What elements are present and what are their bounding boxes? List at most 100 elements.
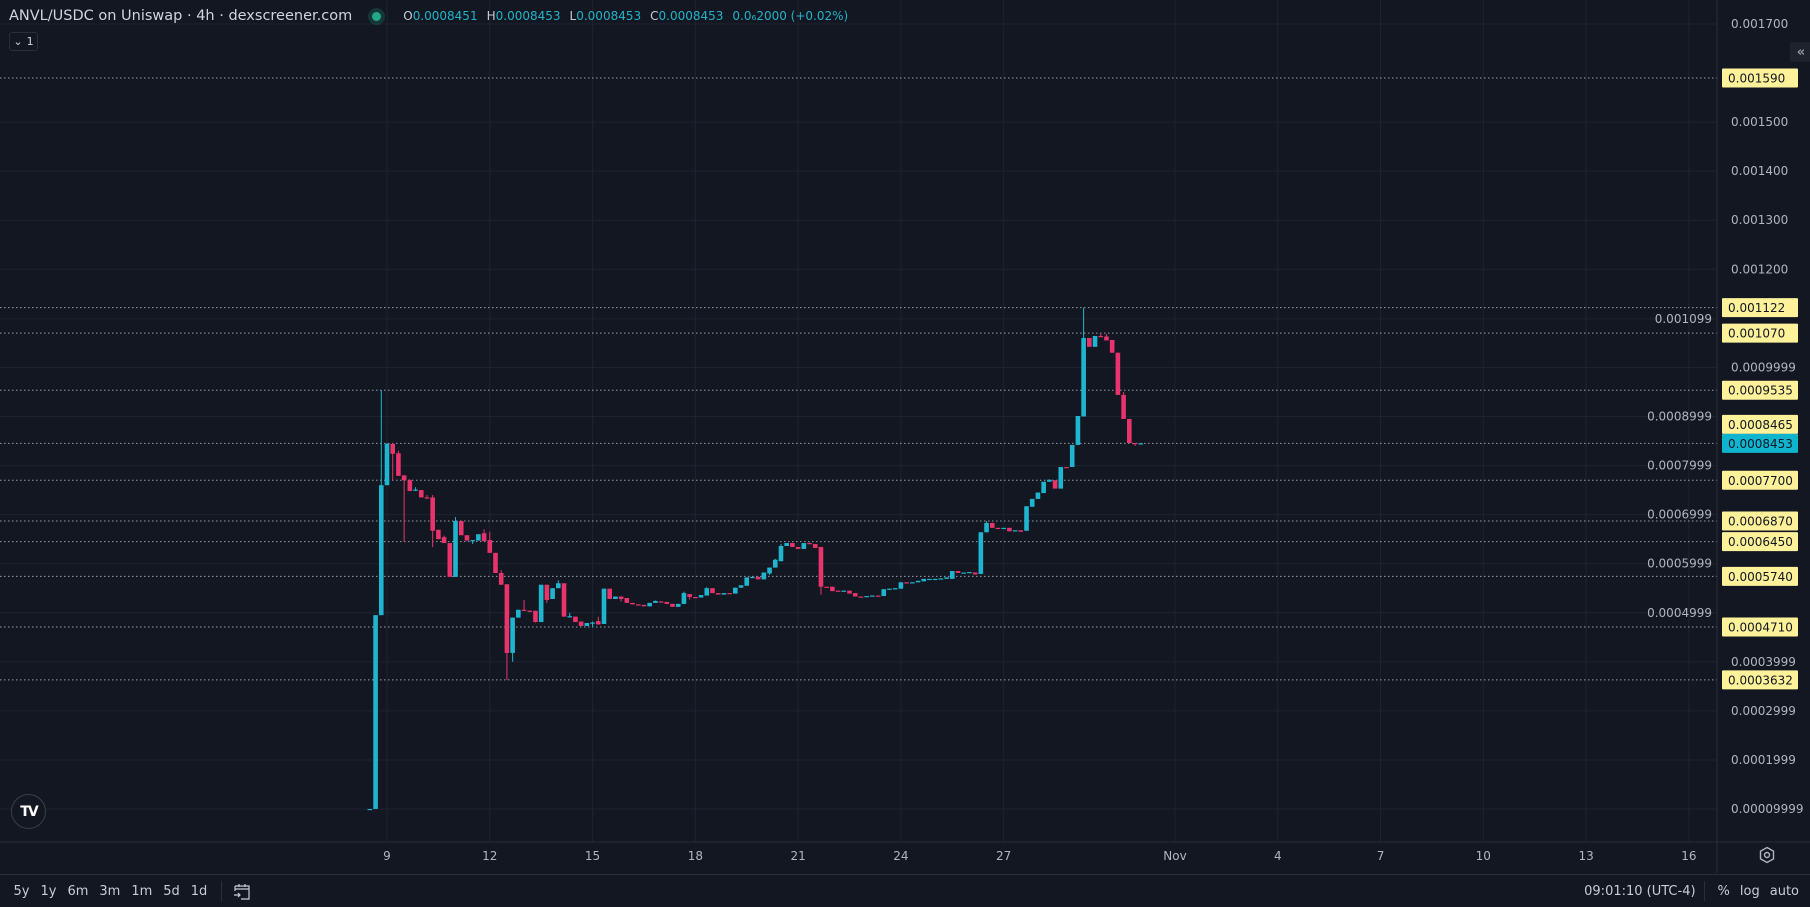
price-level-badge <box>1722 470 1798 490</box>
range-1m-button[interactable]: 1m <box>131 883 153 899</box>
candle <box>681 591 687 604</box>
candle-body-down <box>664 601 670 604</box>
candle <box>721 593 727 595</box>
expand-panel-button[interactable]: « <box>1790 42 1810 62</box>
candle <box>401 475 407 543</box>
candle <box>436 529 441 540</box>
range-6m-button[interactable]: 6m <box>67 883 89 899</box>
range-5y-button[interactable]: 5y <box>13 883 30 899</box>
candle <box>516 609 521 618</box>
range-3m-button[interactable]: 3m <box>99 883 121 899</box>
tradingview-logo[interactable]: TV <box>11 794 46 829</box>
candle-body-up <box>704 588 710 596</box>
candle-body-down <box>618 596 624 599</box>
price-level-badge-label: 0.0009535 <box>1728 384 1793 398</box>
candle-body-up <box>761 572 767 580</box>
range-1d-button[interactable]: 1d <box>190 883 208 899</box>
ohlc-low: L0.0008453 <box>570 9 642 23</box>
time-tick-label: 27 <box>996 849 1011 863</box>
candle-body-down <box>807 543 812 545</box>
candle <box>458 520 464 536</box>
chart-settings-icon[interactable] <box>1758 846 1776 864</box>
candle <box>464 535 470 541</box>
toolbar-divider <box>220 881 222 901</box>
candle <box>624 598 630 603</box>
candle-body-down <box>401 475 407 481</box>
candle-body-down <box>852 593 858 597</box>
candle-body-up <box>476 534 481 541</box>
ohlc-close-label: C <box>650 9 659 23</box>
candle <box>967 572 972 574</box>
clock-timezone[interactable]: 09:01:10 (UTC-4) <box>1584 883 1696 899</box>
time-tick-label: 4 <box>1274 849 1282 863</box>
price-level-badge-label: 0.0006870 <box>1728 514 1793 528</box>
candle <box>1115 352 1121 395</box>
candle <box>1069 444 1075 468</box>
time-tick-label: 10 <box>1476 849 1491 863</box>
candle-body-down <box>693 597 698 599</box>
go-to-date-calendar-icon[interactable] <box>232 882 252 900</box>
candle <box>778 544 784 562</box>
log-scale-toggle[interactable]: log <box>1739 883 1760 899</box>
candle <box>367 808 373 811</box>
candle-body-up <box>584 623 590 626</box>
candle <box>1035 492 1041 499</box>
candle <box>567 612 573 618</box>
candle <box>824 586 829 588</box>
candle-body-up <box>801 543 807 549</box>
time-axis[interactable]: 9 12 15 18 21 24 27 Nov 4 7 10 13 16 <box>383 849 1696 863</box>
candle <box>1001 527 1006 530</box>
candle <box>767 567 772 575</box>
candle-body-down <box>407 480 413 492</box>
candle <box>784 543 789 546</box>
candle-body-down <box>818 546 824 587</box>
chevron-down-icon: ⌄ <box>13 35 23 48</box>
price-level-badge <box>1722 68 1798 88</box>
price-axis[interactable]: 0.001700 0.001500 0.001400 0.001300 0.001200… <box>1647 17 1803 816</box>
candle <box>790 543 795 547</box>
auto-scale-toggle[interactable]: auto <box>1769 883 1799 899</box>
candle-body-up <box>898 582 904 589</box>
candle-body-up <box>1075 415 1081 445</box>
candle <box>750 576 755 579</box>
candle-body-down <box>670 603 675 607</box>
candle <box>1052 480 1058 489</box>
candle <box>881 589 887 597</box>
candle-body-down <box>1132 442 1138 445</box>
candle-body-down <box>430 497 435 531</box>
candle-body-up <box>944 577 949 579</box>
candle <box>830 586 835 592</box>
candle <box>733 587 738 594</box>
time-tick-label: 24 <box>893 849 908 863</box>
candle-body-down <box>464 535 470 541</box>
candle-body-up <box>510 617 515 653</box>
candle <box>989 522 995 528</box>
candle-body-down <box>573 616 578 623</box>
price-level-badge-label: 0.001122 <box>1728 301 1785 315</box>
candle-body-down <box>578 621 584 626</box>
legend-collapse-button[interactable]: ⌄ 1 <box>9 32 38 51</box>
candle <box>744 577 750 586</box>
candle <box>635 604 641 606</box>
candle <box>710 588 715 594</box>
candle <box>887 588 892 590</box>
candle <box>538 584 544 623</box>
percent-scale-toggle[interactable]: % <box>1717 883 1730 899</box>
candle-body-down <box>607 588 612 599</box>
candle <box>704 587 710 596</box>
candle <box>670 603 675 607</box>
candle <box>384 442 390 486</box>
price-level-badge <box>1722 532 1798 552</box>
ohlc-high: H0.0008453 <box>487 9 561 23</box>
price-tick-label: 0.001700 <box>1731 17 1788 31</box>
range-5d-button[interactable]: 5d <box>163 883 180 899</box>
candle <box>818 546 824 595</box>
candle <box>847 590 852 594</box>
candle-body-up <box>1024 506 1029 531</box>
candle <box>870 595 875 597</box>
candle <box>858 596 864 598</box>
range-1y-button[interactable]: 1y <box>40 883 57 899</box>
candle-body-down <box>441 537 447 544</box>
price-level-badge <box>1722 323 1798 343</box>
